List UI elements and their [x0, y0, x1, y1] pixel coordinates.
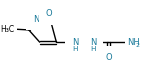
Text: O: O: [45, 9, 52, 18]
Text: 2: 2: [135, 43, 139, 48]
Text: H: H: [72, 46, 78, 52]
Text: H: H: [90, 46, 96, 52]
Text: H₃C: H₃C: [1, 25, 15, 34]
Text: N: N: [90, 38, 96, 47]
Text: O: O: [105, 53, 112, 62]
Text: H: H: [72, 32, 78, 38]
Text: N: N: [72, 38, 78, 47]
Text: N: N: [33, 15, 39, 24]
Text: NH: NH: [128, 38, 140, 47]
